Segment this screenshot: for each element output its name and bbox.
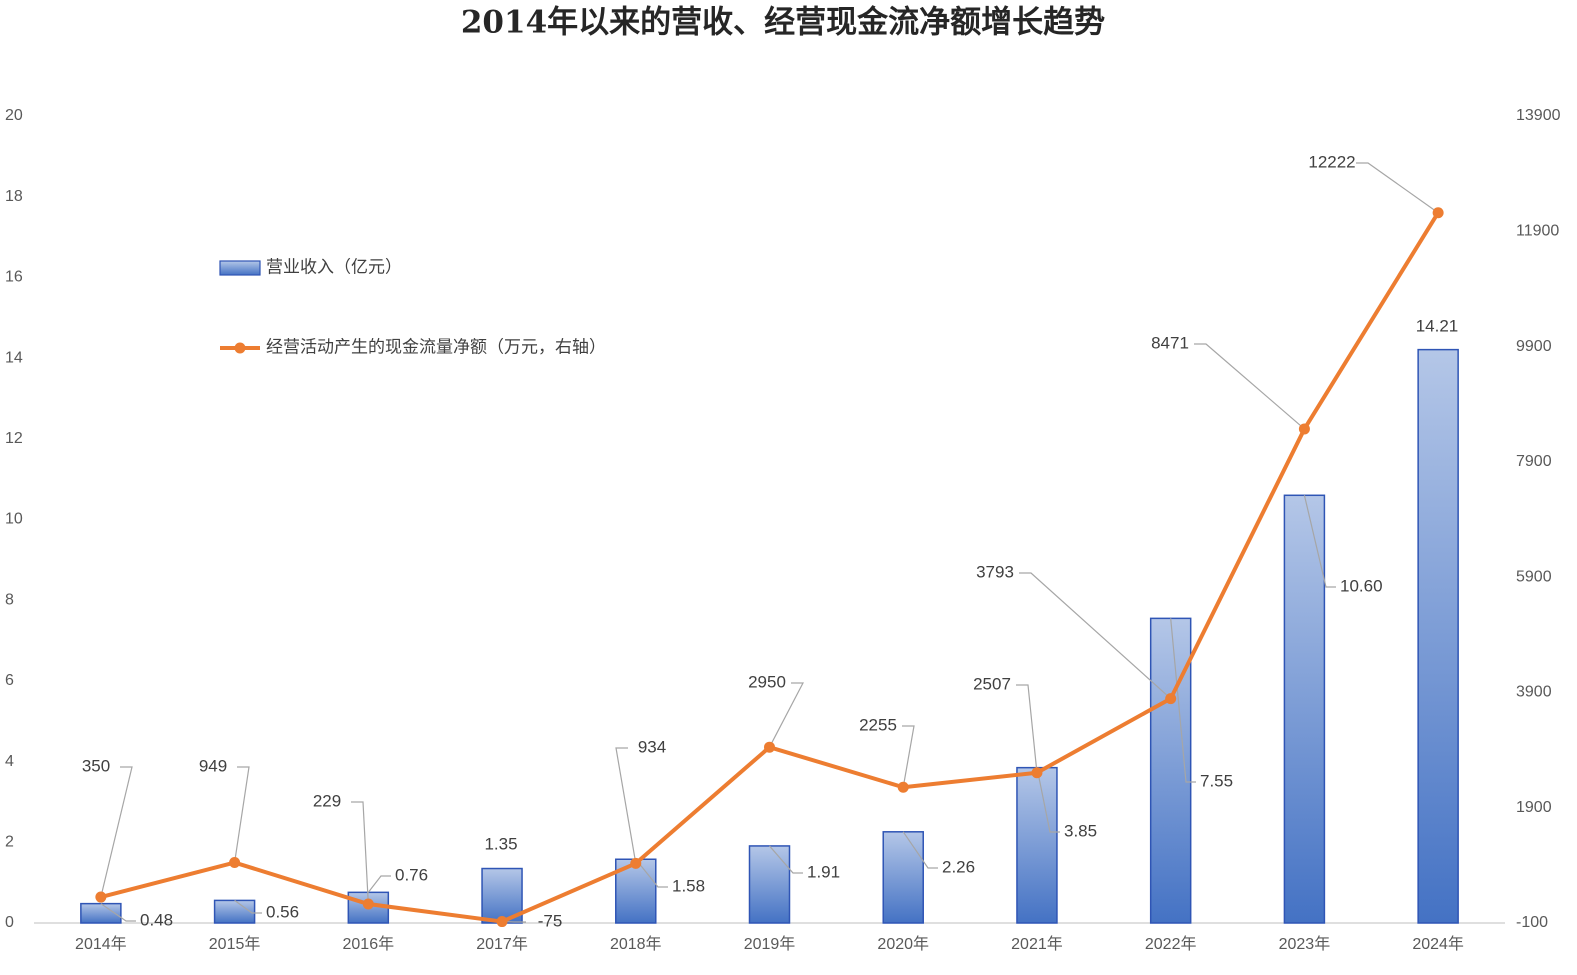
x-tick-label: 2019年 bbox=[744, 935, 796, 953]
leader-line bbox=[351, 801, 369, 905]
bar bbox=[1283, 494, 1326, 924]
line-marker bbox=[496, 916, 508, 928]
y2-tick-label: 3900 bbox=[1516, 684, 1552, 701]
line-value-label: 8471 bbox=[1151, 333, 1189, 352]
bar-value-label: 3.85 bbox=[1064, 821, 1097, 840]
x-tick-label: 2018年 bbox=[610, 935, 662, 953]
legend-label: 经营活动产生的现金流量净额（万元，右轴） bbox=[266, 337, 606, 356]
x-tick-label: 2014年 bbox=[75, 935, 127, 953]
y2-tick-label: 9900 bbox=[1516, 338, 1552, 355]
line-value-label: 934 bbox=[638, 737, 666, 756]
line-marker bbox=[764, 741, 775, 753]
y2-tick-label: 7900 bbox=[1516, 453, 1552, 470]
leader-line bbox=[234, 899, 262, 914]
y2-tick-label: 5900 bbox=[1516, 568, 1552, 585]
line-marker bbox=[1298, 423, 1310, 435]
y-tick-label: 12 bbox=[5, 430, 23, 447]
bar bbox=[1016, 766, 1058, 924]
bar-value-label: 1.58 bbox=[672, 876, 705, 895]
leader-line bbox=[367, 875, 391, 893]
y-tick-label: 2 bbox=[5, 834, 14, 851]
leader-line bbox=[1016, 684, 1038, 773]
y-tick-label: 14 bbox=[5, 349, 23, 366]
y-tick-label: 20 bbox=[5, 107, 23, 124]
leader-line bbox=[615, 747, 637, 864]
x-tick-label: 2017年 bbox=[476, 935, 528, 953]
y-tick-label: 16 bbox=[5, 269, 23, 286]
line-marker bbox=[95, 891, 107, 903]
bar-value-label: 1.35 bbox=[484, 834, 517, 853]
x-tick-label: 2015年 bbox=[209, 935, 261, 953]
bar-value-label: 7.55 bbox=[1200, 771, 1233, 790]
line-value-label: 229 bbox=[313, 791, 341, 810]
bar-value-label: 2.26 bbox=[942, 857, 975, 876]
y-tick-label: 4 bbox=[5, 753, 14, 770]
x-tick-label: 2023年 bbox=[1279, 935, 1331, 953]
leader-line bbox=[902, 725, 915, 788]
leader-line bbox=[100, 766, 133, 898]
legend-label: 营业收入（亿元） bbox=[266, 257, 402, 276]
x-tick-label: 2021年 bbox=[1011, 935, 1063, 953]
line-value-label: 350 bbox=[82, 756, 110, 775]
bar-value-label: 0.48 bbox=[140, 910, 173, 929]
y-tick-label: 8 bbox=[5, 591, 14, 608]
line-marker bbox=[897, 781, 909, 793]
y2-tick-label: 11900 bbox=[1516, 223, 1559, 240]
line-value-label: 2255 bbox=[859, 715, 897, 734]
y-tick-label: 6 bbox=[5, 672, 14, 689]
y-tick-label: 0 bbox=[5, 914, 14, 931]
line-value-label: 2950 bbox=[748, 672, 786, 691]
line-value-label: 2507 bbox=[973, 674, 1011, 693]
leader-line bbox=[1303, 495, 1336, 588]
leader-line bbox=[1356, 162, 1439, 214]
bar bbox=[213, 899, 256, 924]
legend-swatch bbox=[234, 342, 246, 354]
leader-line bbox=[902, 831, 938, 869]
bar bbox=[882, 831, 924, 924]
line-marker bbox=[229, 857, 241, 869]
leader-line bbox=[769, 845, 803, 874]
bar bbox=[748, 845, 791, 924]
leader-line bbox=[100, 903, 136, 922]
x-tick-label: 2016年 bbox=[343, 935, 395, 953]
bar-value-label: 1.91 bbox=[807, 862, 840, 881]
line-marker bbox=[362, 898, 374, 910]
y2-tick-label: -100 bbox=[1516, 914, 1548, 931]
leader-line bbox=[233, 766, 250, 863]
leader-line bbox=[1036, 767, 1060, 833]
line-marker bbox=[630, 857, 642, 869]
legend-swatch bbox=[219, 260, 261, 276]
y2-tick-label: 1900 bbox=[1516, 799, 1552, 816]
leader-line bbox=[1170, 618, 1196, 783]
leader-line bbox=[635, 858, 668, 888]
bar-value-label: 0.56 bbox=[266, 902, 299, 921]
bar-value-label: 14.21 bbox=[1416, 316, 1459, 335]
leader-line bbox=[768, 682, 804, 748]
line-value-label: 949 bbox=[199, 756, 227, 775]
chart-title: 2014年以来的营收、经营现金流净额增长趋势 bbox=[461, 5, 1105, 41]
line-value-label: 12222 bbox=[1308, 152, 1355, 171]
leader-line bbox=[1019, 572, 1172, 700]
line-value-label: -75 bbox=[538, 911, 563, 930]
leader-line bbox=[1194, 343, 1305, 430]
line-value-label: 3793 bbox=[976, 562, 1014, 581]
line bbox=[100, 211, 1440, 924]
y-tick-label: 18 bbox=[5, 188, 23, 205]
y-tick-label: 10 bbox=[5, 511, 23, 528]
x-tick-label: 2020年 bbox=[877, 935, 929, 953]
line-marker bbox=[1432, 207, 1444, 219]
y2-tick-label: 13900 bbox=[1516, 107, 1561, 124]
x-tick-label: 2024年 bbox=[1412, 935, 1464, 953]
bar-value-label: 10.60 bbox=[1340, 576, 1383, 595]
x-tick-label: 2022年 bbox=[1145, 935, 1197, 953]
bar-value-label: 0.76 bbox=[395, 865, 428, 884]
line-marker bbox=[1031, 767, 1043, 779]
line-marker bbox=[1165, 693, 1177, 705]
bar bbox=[1417, 348, 1459, 924]
